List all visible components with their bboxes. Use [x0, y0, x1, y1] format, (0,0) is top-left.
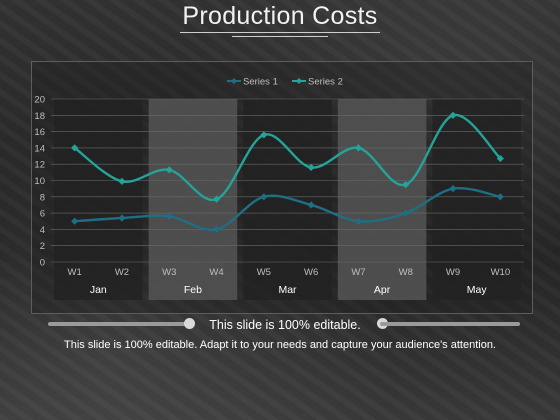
- data-point: [118, 177, 126, 185]
- data-point: [71, 217, 79, 225]
- y-tick-label: 2: [40, 241, 45, 252]
- data-point: [212, 195, 221, 203]
- y-tick-label: 6: [40, 209, 45, 220]
- legend-swatch-marker: [231, 78, 237, 84]
- x-tick-label: W5: [257, 267, 271, 278]
- series-line: [73, 114, 502, 202]
- group-band: [432, 99, 521, 300]
- data-point: [307, 163, 315, 172]
- y-tick-label: 14: [34, 143, 45, 154]
- data-point: [449, 185, 457, 193]
- series-line: [74, 186, 501, 232]
- left-slider-track: [48, 322, 188, 326]
- legend-swatch-marker: [296, 78, 302, 84]
- data-point: [354, 217, 363, 225]
- y-tick-label: 8: [40, 192, 45, 203]
- data-point: [165, 212, 173, 220]
- x-tick-label: W6: [304, 267, 318, 278]
- group-label: May: [467, 284, 488, 296]
- group-label: Feb: [184, 284, 202, 296]
- data-point: [260, 193, 268, 201]
- left-slider-knob: [184, 318, 195, 329]
- y-tick-label: 20: [34, 95, 45, 106]
- x-tick-label: W7: [351, 267, 365, 278]
- x-tick-label: W4: [209, 267, 223, 278]
- group-label: Mar: [278, 284, 297, 296]
- title-underline-short: [232, 36, 328, 37]
- data-point: [354, 144, 363, 152]
- data-point: [165, 166, 173, 174]
- data-point: [71, 144, 79, 152]
- data-point: [212, 225, 221, 233]
- data-point: [402, 180, 410, 189]
- x-tick-label: W2: [115, 267, 129, 278]
- data-point: [496, 193, 504, 201]
- y-tick-label: 18: [34, 111, 45, 122]
- group-band: [54, 99, 143, 300]
- data-point: [307, 201, 315, 209]
- y-tick-label: 16: [34, 127, 45, 138]
- x-tick-label: W8: [399, 267, 413, 278]
- slide-title: Production Costs: [182, 2, 378, 30]
- x-tick-label: W3: [162, 267, 176, 278]
- data-point: [402, 209, 410, 217]
- group-label: Apr: [374, 284, 391, 296]
- x-tick-label: W10: [491, 267, 511, 278]
- x-tick-label: W1: [68, 267, 82, 278]
- legend-label: Series 2: [308, 77, 343, 88]
- data-point: [118, 214, 126, 222]
- y-tick-label: 10: [34, 176, 45, 187]
- subtitle: This slide is 100% editable.: [209, 318, 361, 332]
- data-point: [260, 131, 268, 139]
- group-band: [148, 99, 238, 300]
- title-underline: [180, 32, 380, 33]
- data-point: [449, 111, 457, 119]
- y-tick-label: 4: [40, 225, 45, 236]
- y-tick-label: 12: [34, 160, 45, 171]
- group-band: [337, 99, 427, 300]
- x-tick-label: W9: [446, 267, 460, 278]
- right-slider-track: [380, 322, 520, 326]
- y-tick-label: 0: [40, 258, 45, 269]
- data-point: [496, 154, 504, 163]
- group-label: Jan: [90, 284, 107, 296]
- legend-label: Series 1: [243, 77, 278, 88]
- body-text: This slide is 100% editable. Adapt it to…: [64, 339, 496, 351]
